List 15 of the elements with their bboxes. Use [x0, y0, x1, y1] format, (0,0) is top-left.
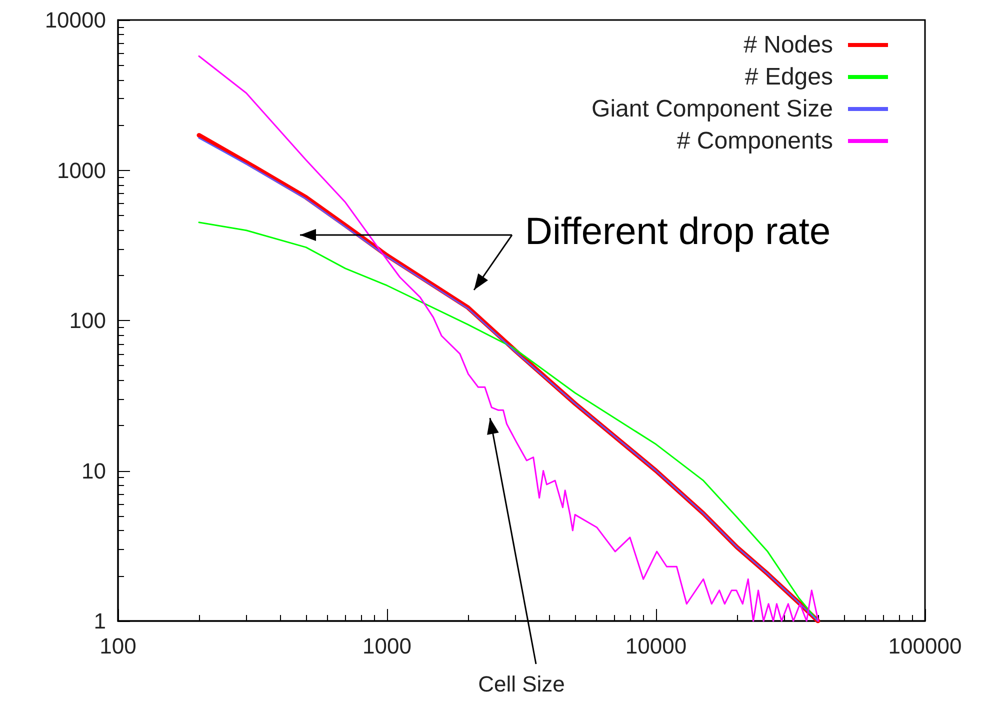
x-tick-label: 100 [100, 634, 136, 658]
y-tick-label: 1000 [57, 158, 106, 183]
x-tick-label: 10000 [625, 634, 687, 658]
x-axis-title: Cell Size [478, 672, 565, 696]
y-tick-label: 10 [82, 458, 106, 484]
y-tick-label: 1 [94, 608, 106, 634]
x-tick-label: 1000 [362, 634, 412, 658]
legend-label: # Components [676, 128, 833, 154]
legend-label: # Edges [744, 64, 833, 90]
annotation: Different drop rate [525, 211, 831, 253]
y-tick-label: 10000 [44, 8, 106, 32]
legend-label: Giant Component Size [592, 96, 833, 122]
x-tick-label: 100000 [888, 634, 962, 658]
legend-label: # Nodes [744, 32, 833, 58]
y-tick-label: 100 [69, 308, 106, 333]
